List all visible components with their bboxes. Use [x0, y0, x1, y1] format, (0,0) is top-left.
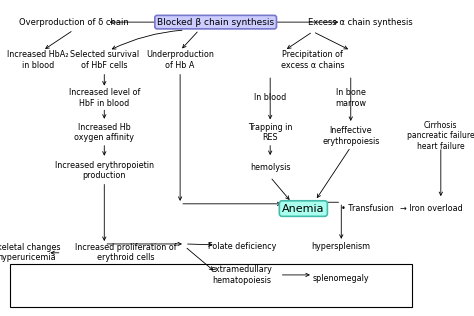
- Text: • Transfusion: • Transfusion: [341, 204, 394, 213]
- Text: Increased HbA₂
in blood: Increased HbA₂ in blood: [7, 50, 69, 70]
- Text: hypersplenism: hypersplenism: [312, 242, 371, 251]
- Text: Excess α chain synthesis: Excess α chain synthesis: [308, 18, 412, 27]
- Text: Skeletal changes
hyperuricemia: Skeletal changes hyperuricemia: [0, 243, 60, 263]
- Text: splenomegaly: splenomegaly: [313, 274, 370, 283]
- Text: In bone
marrow: In bone marrow: [335, 88, 366, 108]
- Text: Selected survival
of HbF cells: Selected survival of HbF cells: [70, 50, 139, 70]
- Text: Increased proliferation of
erythroid cells: Increased proliferation of erythroid cel…: [75, 243, 176, 263]
- Text: Ineffective
erythropoiesis: Ineffective erythropoiesis: [322, 126, 380, 146]
- Text: Folate deficiency: Folate deficiency: [208, 242, 276, 251]
- Text: Cirrhosis
pancreatic failure
heart failure: Cirrhosis pancreatic failure heart failu…: [407, 121, 474, 151]
- Bar: [10, 264, 412, 307]
- Text: In blood: In blood: [254, 94, 286, 102]
- Text: Overproduction of δ chain: Overproduction of δ chain: [18, 18, 128, 27]
- Text: hemolysis: hemolysis: [250, 163, 291, 172]
- Text: Anemia: Anemia: [282, 204, 325, 214]
- Text: Increased erythropoietin
production: Increased erythropoietin production: [55, 161, 154, 180]
- Text: extramedullary
hematopoiesis: extramedullary hematopoiesis: [211, 265, 273, 285]
- Text: Increased Hb
oxygen affinity: Increased Hb oxygen affinity: [74, 123, 134, 143]
- Text: Trapping in
RES: Trapping in RES: [248, 123, 292, 143]
- Text: Precipitation of
excess α chains: Precipitation of excess α chains: [281, 50, 345, 70]
- Text: Blocked β chain synthesis: Blocked β chain synthesis: [157, 18, 274, 27]
- Text: Increased level of
HbF in blood: Increased level of HbF in blood: [69, 88, 140, 108]
- Text: → Iron overload: → Iron overload: [400, 204, 463, 213]
- Text: Underproduction
of Hb A: Underproduction of Hb A: [146, 50, 214, 70]
